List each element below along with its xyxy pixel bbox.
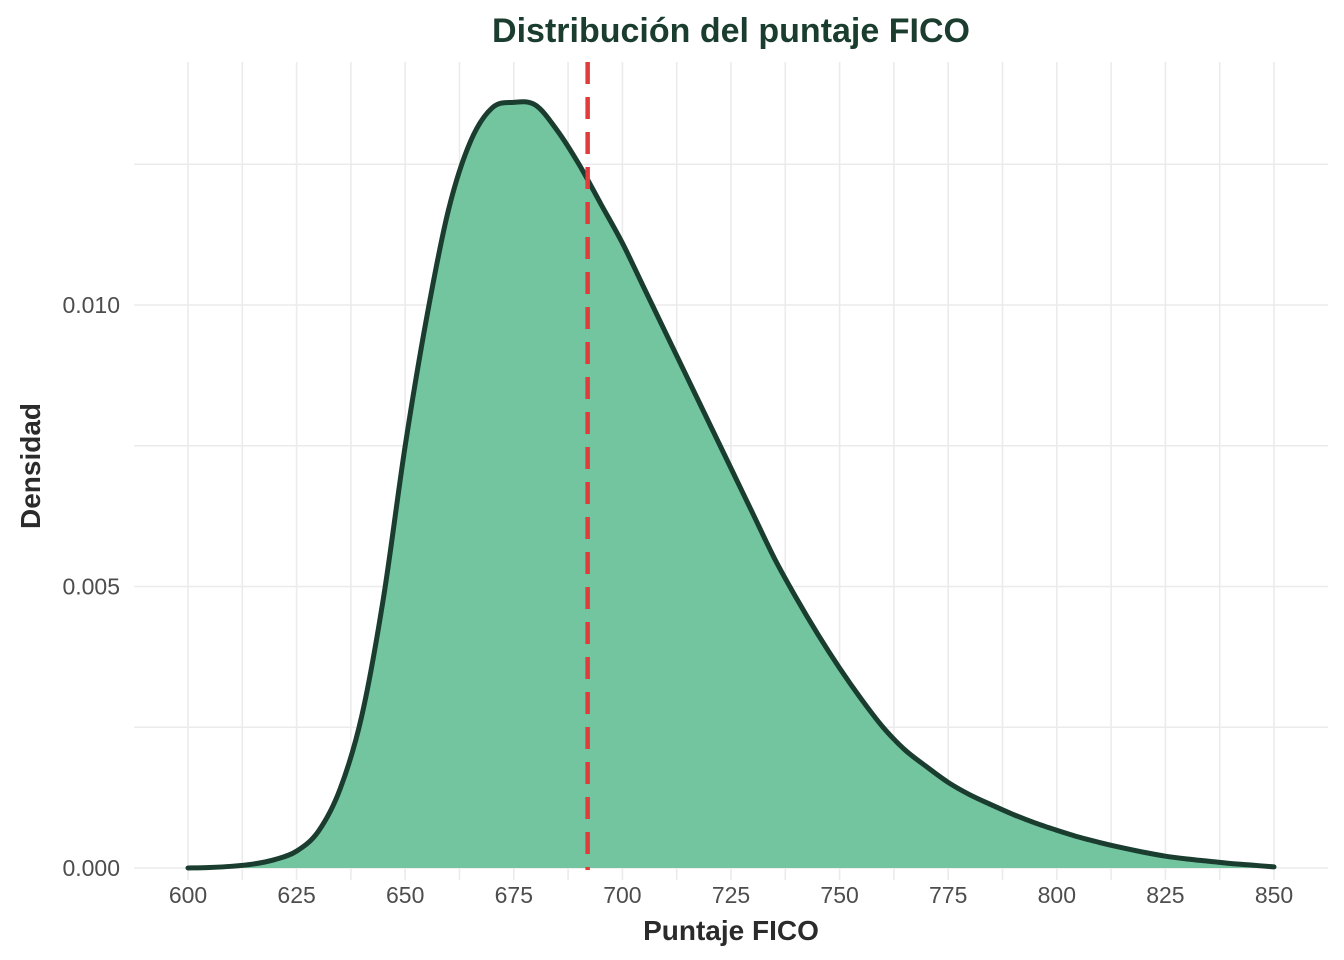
y-tick-label: 0.000 bbox=[62, 855, 120, 881]
x-axis-ticks: 600 625 650 675 700 725 750 775 800 825 850 bbox=[169, 882, 1293, 908]
x-tick-label: 800 bbox=[1038, 882, 1076, 908]
x-tick-label: 650 bbox=[386, 882, 424, 908]
x-axis-title: Puntaje FICO bbox=[643, 915, 819, 946]
y-axis-title: Densidad bbox=[15, 403, 46, 529]
x-tick-label: 675 bbox=[495, 882, 533, 908]
x-tick-label: 725 bbox=[712, 882, 750, 908]
plot-area bbox=[185, 99, 1277, 871]
density-area bbox=[188, 101, 1274, 868]
x-tick-label: 600 bbox=[169, 882, 207, 908]
x-tick-label: 625 bbox=[277, 882, 315, 908]
x-tick-label: 700 bbox=[603, 882, 641, 908]
x-tick-label: 775 bbox=[929, 882, 967, 908]
x-tick-label: 850 bbox=[1255, 882, 1293, 908]
x-tick-label: 750 bbox=[820, 882, 858, 908]
y-axis-ticks: 0.000 0.005 0.010 bbox=[62, 292, 120, 881]
y-tick-label: 0.005 bbox=[62, 574, 120, 600]
density-curve bbox=[185, 99, 1277, 871]
x-tick-label: 825 bbox=[1146, 882, 1184, 908]
y-tick-label: 0.010 bbox=[62, 292, 120, 318]
chart-title: Distribución del puntaje FICO bbox=[492, 12, 970, 50]
